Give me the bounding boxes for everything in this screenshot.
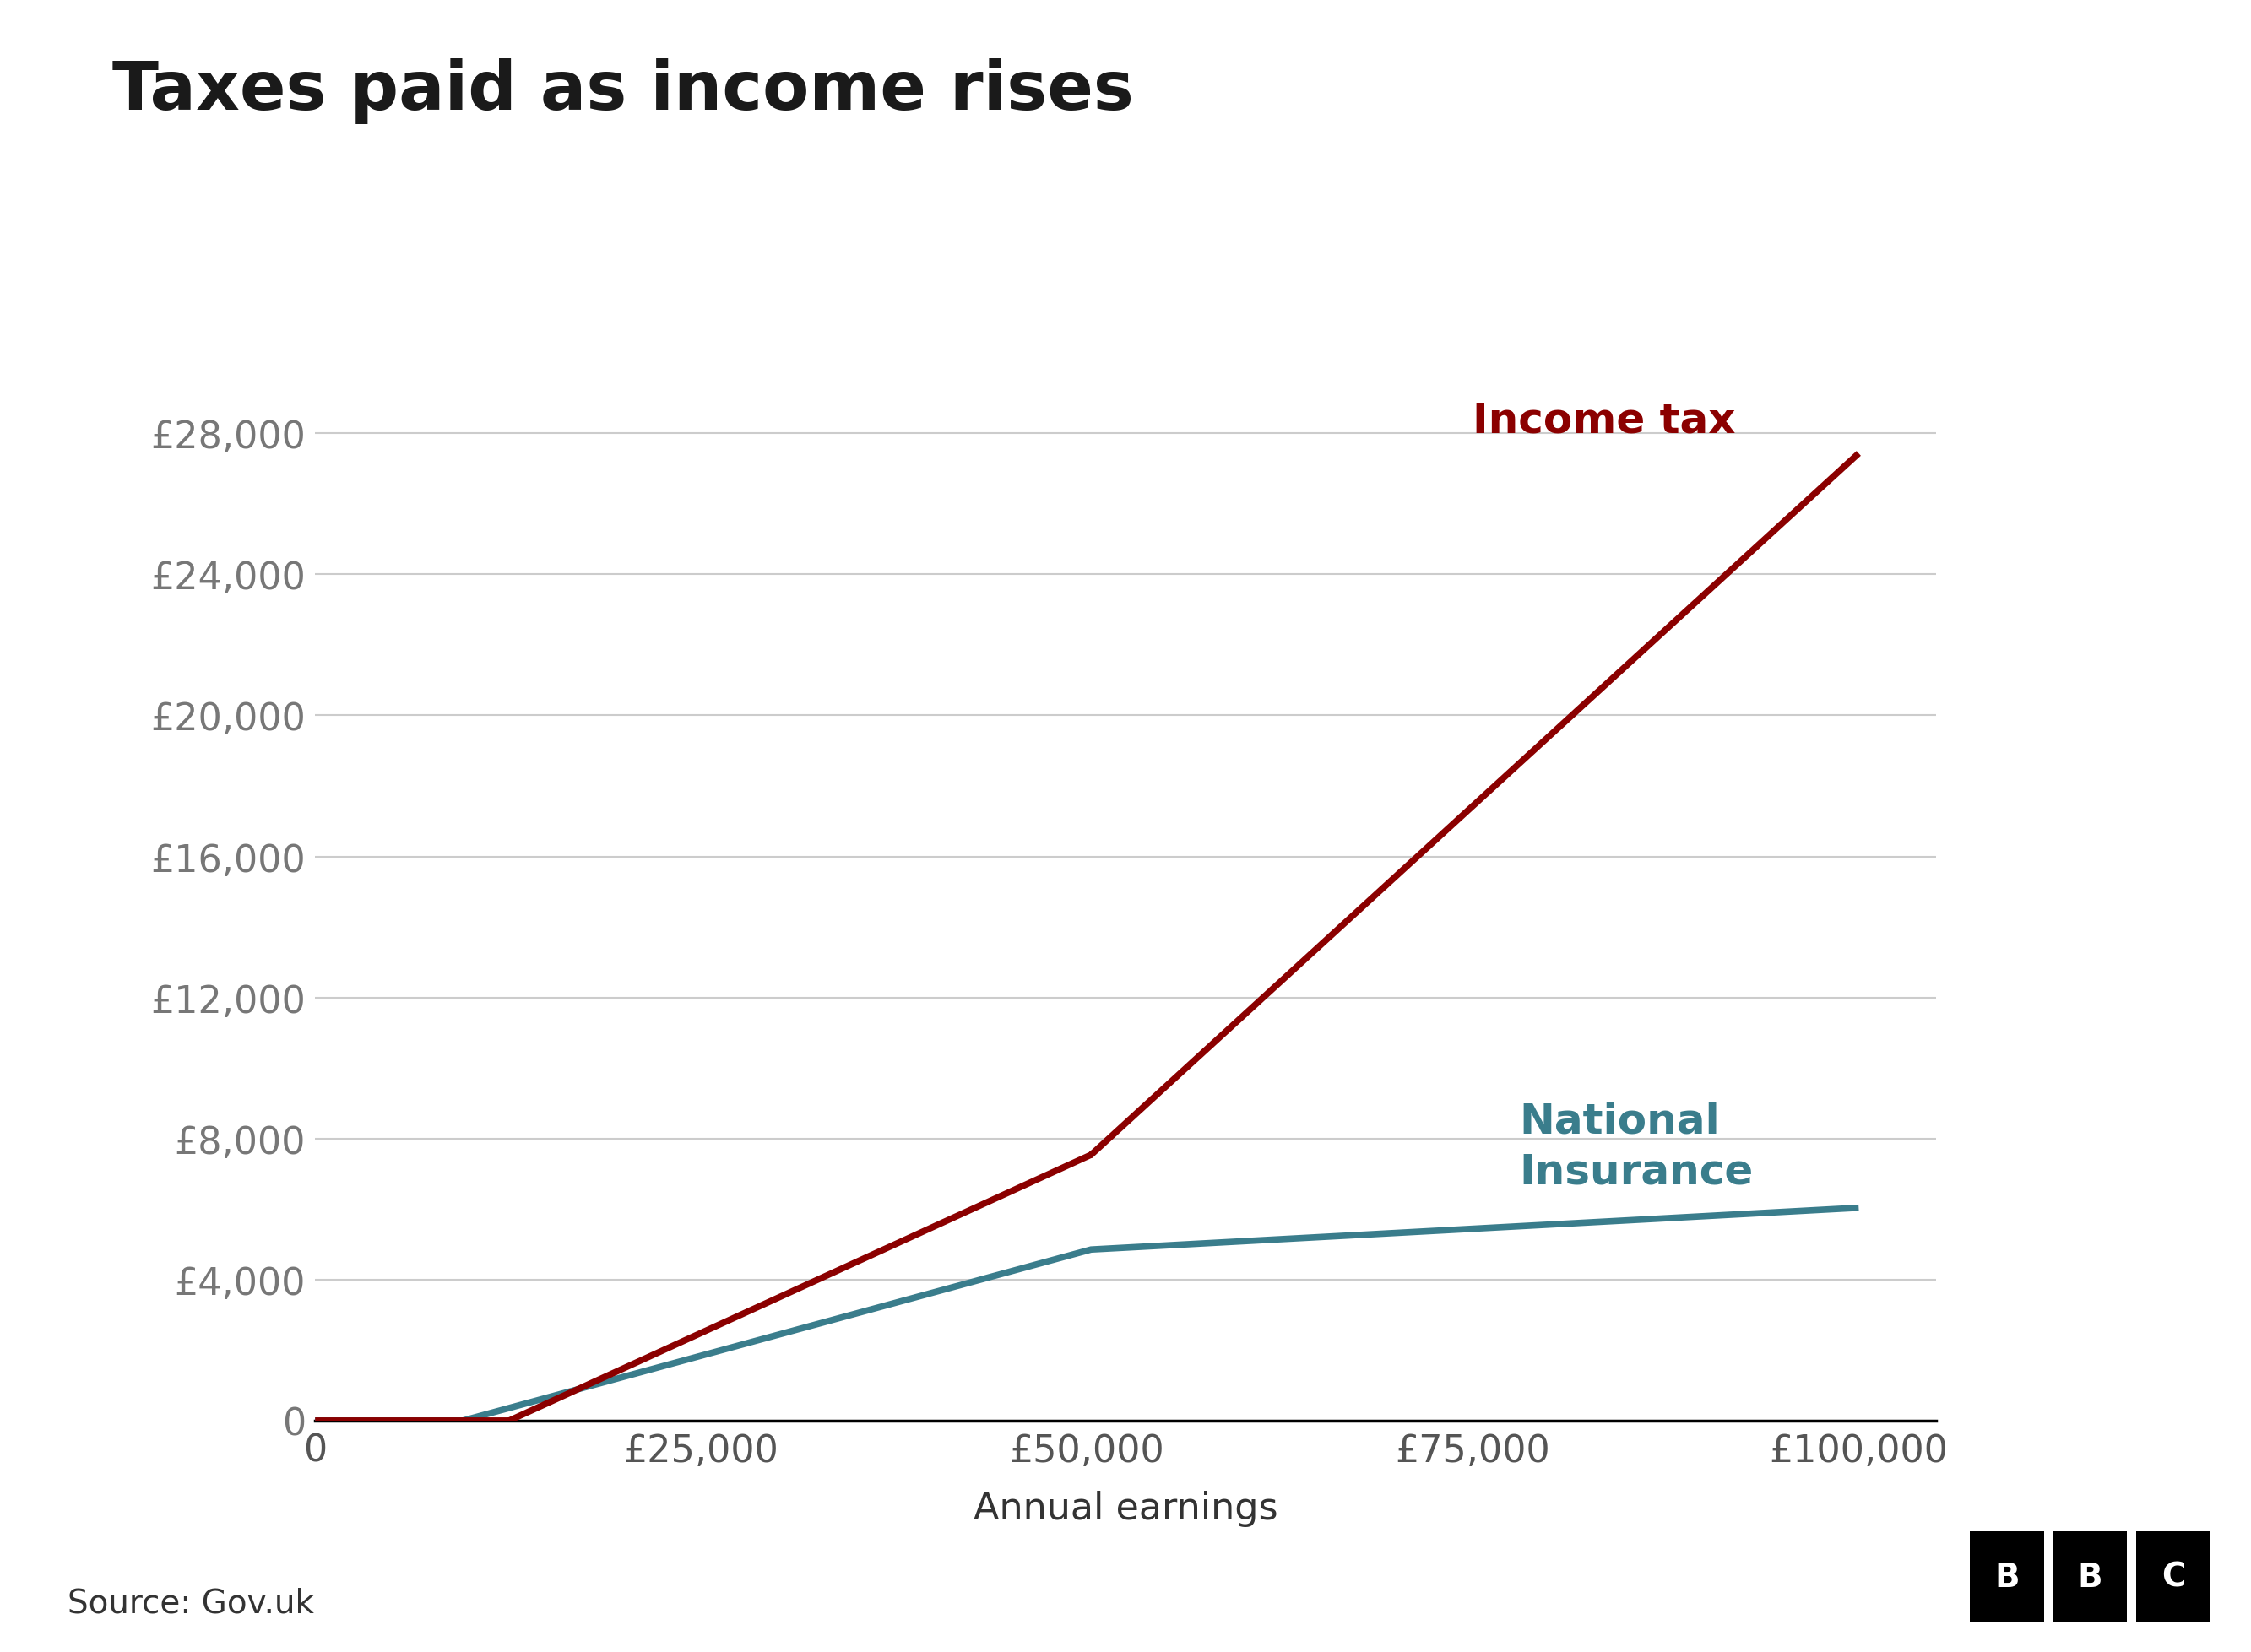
- Text: B: B: [1994, 1561, 2019, 1593]
- Text: B: B: [2078, 1561, 2102, 1593]
- X-axis label: Annual earnings: Annual earnings: [972, 1490, 1279, 1526]
- Text: Income tax: Income tax: [1472, 400, 1736, 441]
- Text: Taxes paid as income rises: Taxes paid as income rises: [113, 58, 1135, 124]
- Text: C: C: [2161, 1561, 2186, 1593]
- Text: Source: Gov.uk: Source: Gov.uk: [68, 1588, 315, 1619]
- Text: National
Insurance: National Insurance: [1519, 1100, 1754, 1191]
